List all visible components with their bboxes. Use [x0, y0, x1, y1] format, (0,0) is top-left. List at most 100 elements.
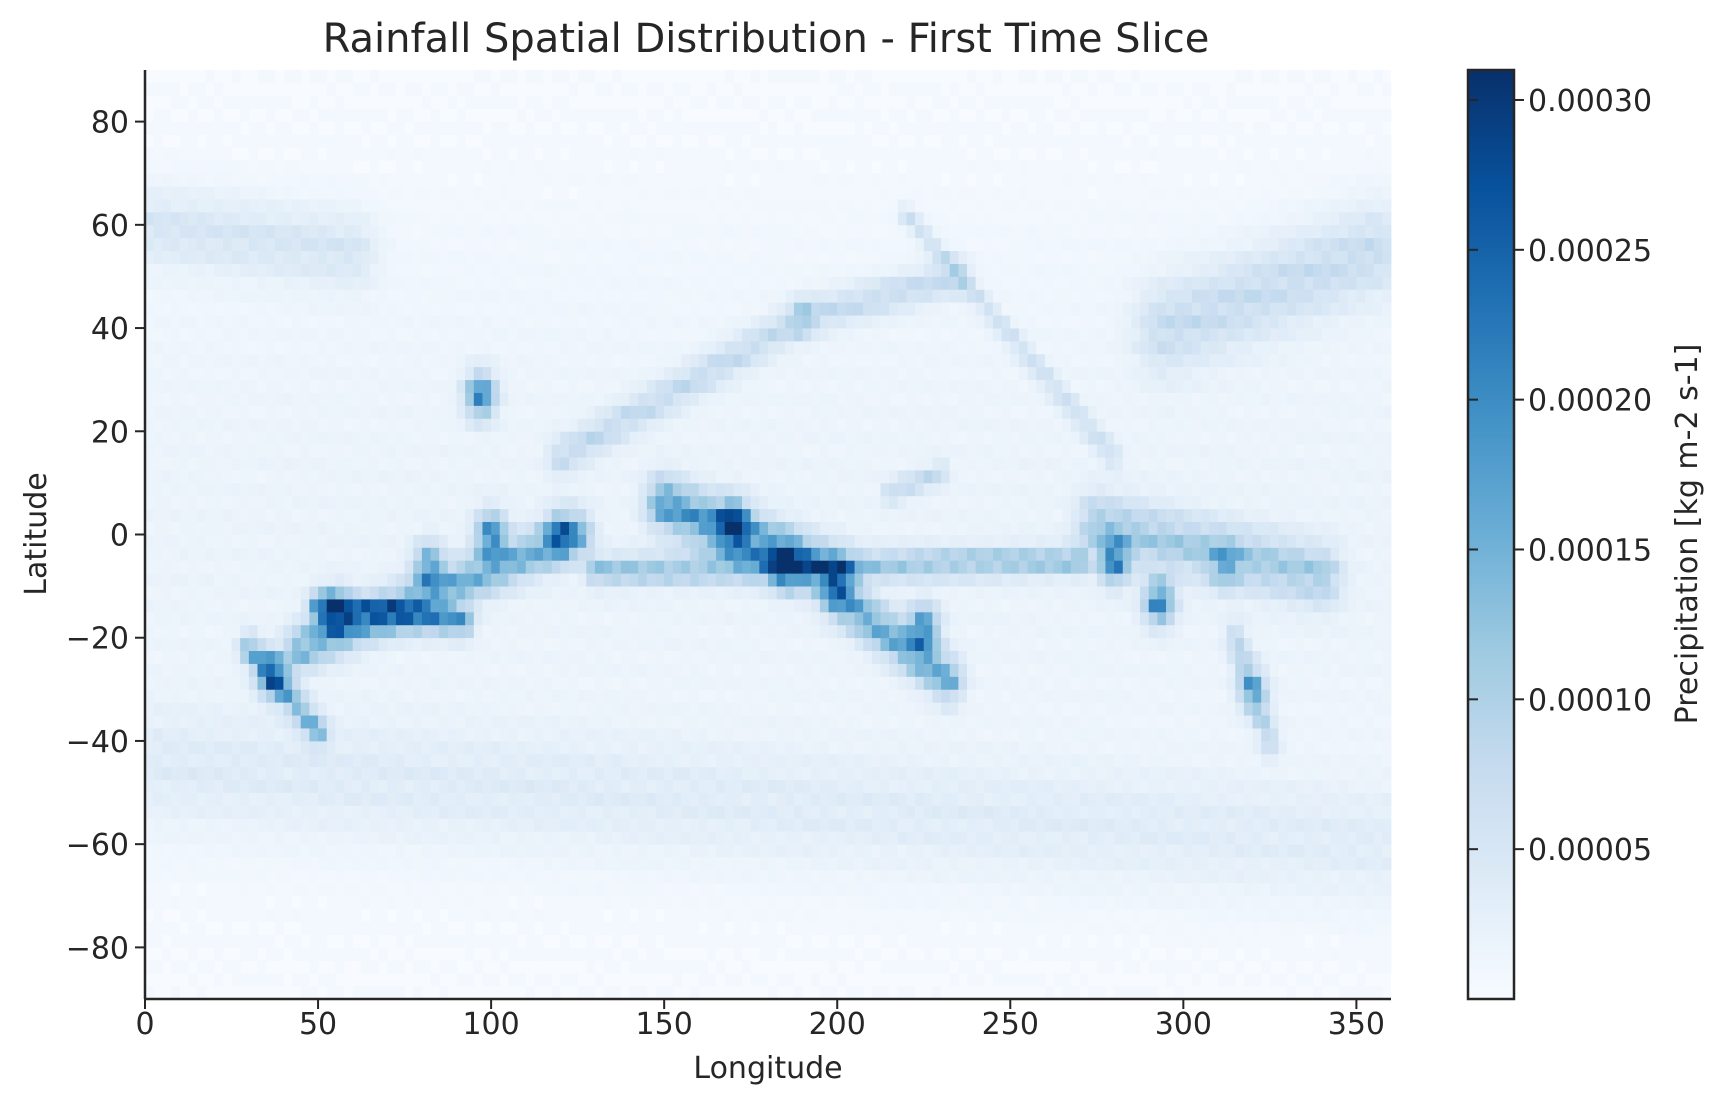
heatmap-cell	[387, 186, 397, 200]
heatmap-cell	[369, 353, 380, 368]
heatmap-cell	[447, 121, 457, 135]
heatmap-cell	[274, 379, 284, 393]
heatmap-cell	[664, 844, 674, 858]
heatmap-cell	[793, 882, 804, 897]
heatmap-cell	[534, 224, 544, 239]
heatmap-cell	[257, 624, 267, 639]
heatmap-cell	[240, 663, 250, 677]
heatmap-cell	[499, 831, 509, 845]
heatmap-cell	[248, 405, 258, 419]
heatmap-cell	[430, 379, 440, 393]
heatmap-cell	[153, 263, 163, 277]
heatmap-cell	[716, 753, 726, 768]
heatmap-cell	[162, 663, 172, 677]
heatmap-cell	[352, 173, 362, 187]
heatmap-cell	[690, 508, 700, 522]
heatmap-cell	[214, 340, 224, 355]
heatmap-cell	[672, 121, 682, 135]
heatmap-cell	[629, 547, 639, 561]
heatmap-cell	[534, 469, 544, 484]
heatmap-cell	[508, 379, 518, 393]
heatmap-cell	[456, 573, 466, 587]
heatmap-cell	[231, 392, 241, 406]
heatmap-cell	[568, 173, 579, 187]
heatmap-cell	[447, 637, 457, 652]
heatmap-cell	[430, 457, 440, 471]
heatmap-cell	[768, 599, 778, 613]
heatmap-cell	[465, 792, 475, 806]
heatmap-cell	[733, 831, 743, 845]
heatmap-cell	[690, 289, 700, 303]
heatmap-cell	[534, 934, 544, 948]
heatmap-cell	[776, 211, 786, 226]
heatmap-cell	[378, 457, 388, 471]
heatmap-cell	[681, 573, 691, 587]
heatmap-cell	[690, 895, 700, 910]
heatmap-cell	[716, 831, 726, 845]
heatmap-cell	[742, 328, 752, 342]
heatmap-cell	[196, 315, 206, 329]
heatmap-cell	[672, 960, 682, 974]
heatmap-cell	[145, 392, 155, 406]
heatmap-cell	[395, 302, 405, 316]
heatmap-cell	[205, 173, 215, 187]
heatmap-cell	[404, 134, 414, 148]
heatmap-cell	[586, 857, 596, 871]
heatmap-cell	[344, 869, 354, 884]
heatmap-cell	[240, 211, 250, 226]
heatmap-cell	[447, 882, 457, 897]
heatmap-cell	[352, 534, 362, 548]
heatmap-cell	[750, 650, 760, 664]
heatmap-cell	[404, 469, 414, 484]
heatmap-cell	[560, 882, 570, 897]
heatmap-cell	[716, 211, 726, 226]
heatmap-cell	[283, 315, 293, 329]
heatmap-cell	[465, 263, 475, 277]
heatmap-cell	[145, 405, 155, 419]
heatmap-cell	[447, 521, 457, 535]
heatmap-cell	[629, 147, 639, 161]
heatmap-cell	[698, 160, 708, 174]
heatmap-cell	[508, 947, 518, 961]
heatmap-cell	[681, 921, 691, 935]
heatmap-cell	[300, 431, 310, 445]
heatmap-cell	[525, 650, 535, 664]
heatmap-cell	[292, 431, 302, 445]
heatmap-cell	[413, 457, 423, 471]
heatmap-cell	[300, 895, 310, 910]
heatmap-cell	[491, 469, 501, 484]
heatmap-cell	[300, 405, 310, 419]
heatmap-cell	[344, 521, 354, 535]
heatmap-cell	[525, 702, 535, 716]
heatmap-cell	[145, 986, 155, 1000]
heatmap-cell	[352, 508, 362, 522]
heatmap-cell	[517, 482, 527, 497]
heatmap-cell	[205, 766, 215, 781]
heatmap-cell	[568, 973, 579, 987]
heatmap-cell	[750, 328, 760, 342]
heatmap-cell	[179, 199, 189, 213]
heatmap-cell	[222, 173, 232, 187]
heatmap-cell	[543, 289, 553, 303]
heatmap-cell	[309, 302, 319, 316]
heatmap-cell	[413, 315, 423, 329]
heatmap-cell	[283, 740, 293, 755]
heatmap-cell	[231, 353, 241, 368]
heatmap-cell	[257, 908, 267, 922]
heatmap-cell	[309, 534, 319, 548]
heatmap-cell	[430, 495, 440, 510]
heatmap-cell	[162, 611, 172, 626]
heatmap-cell	[785, 457, 795, 471]
heatmap-cell	[517, 444, 527, 458]
heatmap-cell	[517, 405, 527, 419]
heatmap-cell	[491, 82, 501, 97]
heatmap-cell	[292, 547, 302, 561]
heatmap-cell	[586, 315, 596, 329]
heatmap-cell	[456, 882, 466, 897]
heatmap-cell	[629, 676, 639, 690]
heatmap-cell	[430, 160, 440, 174]
heatmap-cell	[768, 857, 778, 871]
heatmap-cell	[733, 289, 743, 303]
heatmap-cell	[335, 121, 345, 135]
heatmap-cell	[793, 908, 804, 922]
